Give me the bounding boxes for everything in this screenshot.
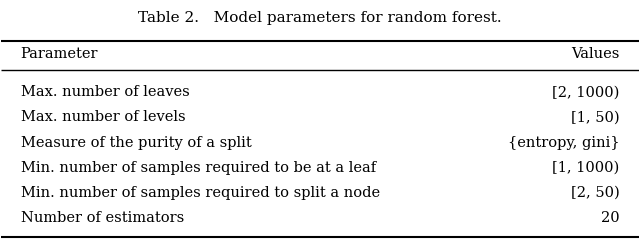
Text: Number of estimators: Number of estimators (20, 211, 184, 225)
Text: 20: 20 (601, 211, 620, 225)
Text: Measure of the purity of a split: Measure of the purity of a split (20, 136, 252, 150)
Text: [2, 50): [2, 50) (571, 186, 620, 200)
Text: [1, 1000): [1, 1000) (552, 161, 620, 175)
Text: [2, 1000): [2, 1000) (552, 85, 620, 99)
Text: Max. number of levels: Max. number of levels (20, 110, 185, 124)
Text: Parameter: Parameter (20, 47, 98, 61)
Text: Max. number of leaves: Max. number of leaves (20, 85, 189, 99)
Text: Values: Values (571, 47, 620, 61)
Text: Min. number of samples required to be at a leaf: Min. number of samples required to be at… (20, 161, 376, 175)
Text: Table 2.   Model parameters for random forest.: Table 2. Model parameters for random for… (138, 11, 502, 25)
Text: {entropy, gini}: {entropy, gini} (508, 136, 620, 150)
Text: Min. number of samples required to split a node: Min. number of samples required to split… (20, 186, 380, 200)
Text: [1, 50): [1, 50) (571, 110, 620, 124)
